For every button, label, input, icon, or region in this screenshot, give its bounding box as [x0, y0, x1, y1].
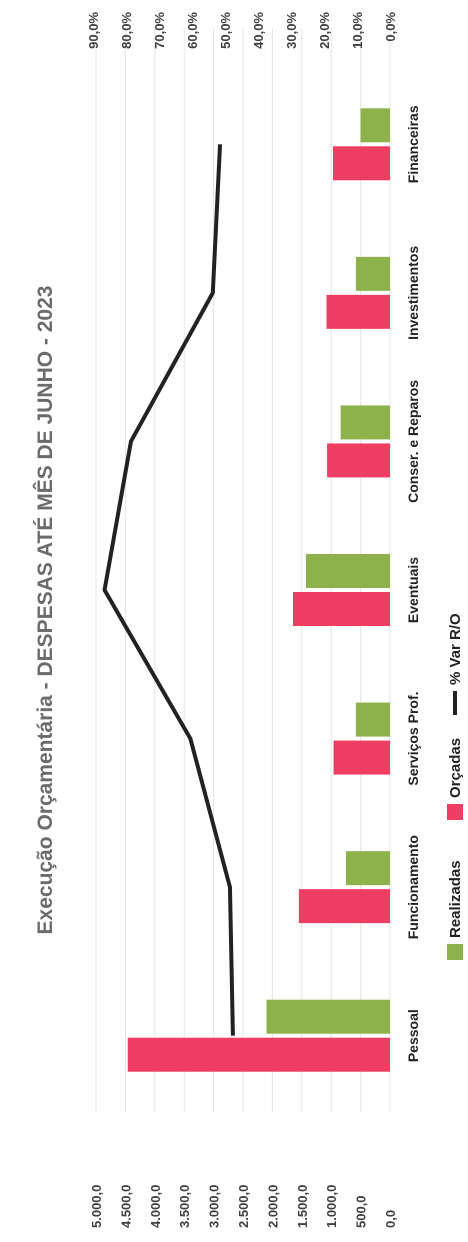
bar	[345, 851, 390, 886]
category-label: Funcionamento	[405, 835, 421, 939]
gridlines	[95, 28, 391, 1112]
left-axis-tick-label: 4.500,0	[118, 1185, 133, 1228]
left-axis-tick-label: 2.500,0	[236, 1185, 251, 1228]
bar	[360, 108, 390, 143]
right-axis-tick-label: 60,0%	[185, 12, 200, 49]
left-axis-tick-label: 2.000,0	[265, 1185, 280, 1228]
category-labels: Pessoal Funcionamento Serviços Prof. Eventu…	[405, 105, 421, 1062]
category-label: Pessoal	[405, 1009, 421, 1062]
line-var-ro	[102, 144, 235, 1036]
bar	[292, 592, 390, 626]
legend-swatch	[447, 804, 463, 820]
category-label: Investimentos	[405, 246, 421, 340]
legend-label: % Var R/O	[447, 613, 464, 685]
right-axis-tick-label: 80,0%	[119, 12, 134, 49]
right-axis-tick-label: 90,0%	[86, 12, 101, 49]
bar	[333, 740, 390, 775]
left-axis-ticks: 0,0 500,0 1.000,0 1.500,0 2.000,0 2.500,0 3.00…	[89, 1185, 398, 1228]
bar	[327, 443, 390, 478]
bar	[332, 146, 390, 181]
right-axis-tick-label: 70,0%	[152, 12, 167, 49]
category-label: Financeiras	[405, 105, 421, 183]
legend-label: Realizadas	[447, 860, 464, 938]
left-axis-tick-label: 1.500,0	[295, 1185, 310, 1228]
right-axis-ticks: 0,0% 10,0% 20,0% 30,0% 40,0% 50,0% 60,0% 70,0% 8…	[86, 12, 398, 49]
bar	[266, 999, 390, 1034]
series-orcadas	[127, 146, 390, 1072]
category-label: Serviços Prof.	[405, 691, 421, 785]
bar	[127, 1037, 390, 1072]
left-axis-tick-label: 3.000,0	[207, 1185, 222, 1228]
legend-swatch	[447, 944, 463, 960]
category-label: Eventuais	[405, 557, 421, 623]
chart-title: Execução Orçamentária - DESPESAS ATÉ MÊS…	[33, 286, 57, 935]
right-axis-tick-label: 0,0%	[383, 12, 398, 42]
right-axis-tick-label: 50,0%	[218, 12, 233, 49]
bar	[340, 405, 390, 440]
category-label: Conser. e Reparos	[405, 380, 421, 503]
left-axis-tick-label: 0,0	[383, 1210, 398, 1228]
bar	[305, 554, 390, 588]
left-axis-tick-label: 3.500,0	[177, 1185, 192, 1228]
left-axis-tick-label: 500,0	[354, 1195, 369, 1228]
left-axis-tick-label: 1.000,0	[324, 1185, 339, 1228]
bar	[298, 889, 390, 924]
right-axis-tick-label: 30,0%	[284, 12, 299, 49]
right-axis-tick-label: 40,0%	[251, 12, 266, 49]
bar	[355, 256, 390, 291]
bar	[326, 294, 390, 329]
legend-label: Orçadas	[447, 738, 464, 798]
right-axis-tick-label: 10,0%	[350, 12, 365, 49]
right-axis-tick-label: 20,0%	[317, 12, 332, 49]
left-axis-tick-label: 5.000,0	[89, 1185, 104, 1228]
legend: Realizadas Orçadas % Var R/O	[447, 613, 464, 960]
left-axis-tick-label: 4.000,0	[148, 1185, 163, 1228]
bar	[355, 702, 390, 737]
series-realizadas	[266, 108, 390, 1034]
